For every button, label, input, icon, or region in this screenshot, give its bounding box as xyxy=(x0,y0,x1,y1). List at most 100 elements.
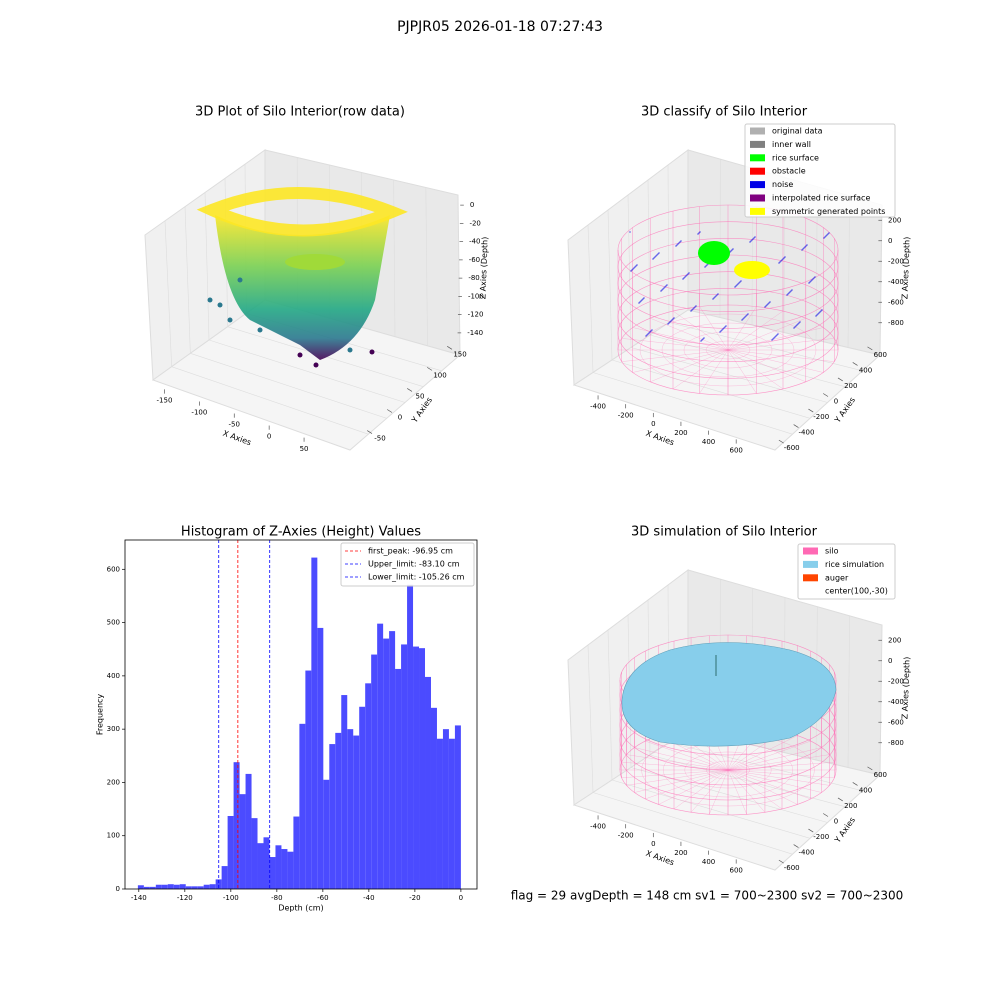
point xyxy=(347,347,353,353)
noise-point xyxy=(634,266,636,268)
bar xyxy=(395,668,402,889)
pane-grid xyxy=(611,779,811,839)
noise-point xyxy=(828,232,830,234)
pane-grid xyxy=(607,629,613,781)
pane-grid xyxy=(184,206,191,354)
x-axis-label: X Axies xyxy=(222,429,253,448)
bar xyxy=(353,735,360,889)
x-tick-label: -150 xyxy=(157,397,173,405)
silo-floor-wire xyxy=(699,349,729,394)
noise-point xyxy=(739,281,741,283)
y-tick-label: -200 xyxy=(813,833,829,841)
legend-label: noise xyxy=(772,180,793,189)
noise-point xyxy=(806,244,808,246)
noise-point xyxy=(645,335,647,337)
legend-swatch xyxy=(750,140,765,148)
y-tick xyxy=(823,813,829,817)
y-tick xyxy=(793,424,799,428)
noise-point xyxy=(743,317,745,319)
x-tick-label: 600 xyxy=(729,867,742,875)
noise-point xyxy=(678,242,680,244)
pane-grid xyxy=(425,187,428,346)
noise-point xyxy=(811,279,813,281)
silo-floor-wire xyxy=(727,769,766,813)
noise-point xyxy=(769,301,771,303)
noise-point xyxy=(787,293,789,295)
noise-point xyxy=(815,315,817,317)
noise-point xyxy=(680,240,682,242)
silo-floor-ring xyxy=(705,340,751,360)
y-tick-label: 100 xyxy=(433,371,446,379)
noise-point xyxy=(731,249,733,251)
x-tick-label: -40 xyxy=(363,894,374,902)
noise-point xyxy=(753,237,755,239)
noise-point xyxy=(713,297,715,299)
noise-point xyxy=(766,304,768,306)
noise-point xyxy=(669,321,671,323)
y-tick-label: -600 xyxy=(784,864,800,872)
y-tick-label: 400 xyxy=(107,672,120,680)
pane-grid xyxy=(208,339,406,403)
noise-point xyxy=(773,337,775,339)
noise-point xyxy=(649,331,651,333)
x-tick-label: 0 xyxy=(459,894,463,902)
suptitle: PJPJR05 2026-01-18 07:27:43 xyxy=(397,19,603,35)
z-tick-label: -140 xyxy=(467,329,483,337)
y-tick xyxy=(852,782,858,786)
silo-ring xyxy=(617,204,839,296)
x-axis-label: X Axies xyxy=(645,429,676,448)
pane-grid xyxy=(630,767,828,823)
noise-point xyxy=(668,322,670,324)
noise-point xyxy=(712,298,714,300)
x-tick-label: -100 xyxy=(191,409,207,417)
silo-floor-ring xyxy=(684,751,772,789)
bar xyxy=(197,886,204,889)
x-tick-label: -80 xyxy=(271,894,282,902)
bar xyxy=(341,695,348,889)
noise-point xyxy=(810,280,812,282)
noise-point xyxy=(774,336,776,338)
x-tick-label: -50 xyxy=(229,421,240,429)
bar xyxy=(365,683,372,889)
bar xyxy=(209,884,216,889)
point xyxy=(227,317,233,323)
noise-point xyxy=(722,328,724,330)
noise-point xyxy=(697,233,699,235)
z-axis-label: Z Axies (Depth) xyxy=(900,657,911,720)
noise-point xyxy=(801,249,803,251)
noise-point xyxy=(652,258,654,260)
noise-point xyxy=(821,309,823,311)
noise-point xyxy=(653,257,655,259)
bar xyxy=(377,623,384,889)
y-tick xyxy=(837,377,843,382)
x-tick-label: 0 xyxy=(651,840,655,848)
point xyxy=(369,349,375,355)
bar xyxy=(263,837,270,889)
silo-floor-wire xyxy=(727,761,835,771)
noise-point xyxy=(672,318,674,320)
noise-point xyxy=(677,243,679,245)
noise-point xyxy=(714,296,716,298)
silo-floor-wire xyxy=(727,769,822,793)
point xyxy=(217,302,223,308)
silo-floor-wire xyxy=(621,769,729,779)
noise-point xyxy=(725,325,727,327)
noise-point xyxy=(781,259,783,261)
noise-point xyxy=(772,338,774,340)
z-tick-label: -400 xyxy=(888,698,904,706)
bar xyxy=(269,857,276,889)
noise-point xyxy=(764,306,766,308)
noise-point xyxy=(791,289,793,291)
y-tick-label: 600 xyxy=(874,351,887,359)
noise-point xyxy=(751,239,753,241)
y-tick-label: -400 xyxy=(799,849,815,857)
symmetric-blob xyxy=(734,261,770,279)
bar xyxy=(239,794,246,889)
noise-point xyxy=(698,232,700,234)
y-tick xyxy=(808,828,814,833)
legend-label: rice simulation xyxy=(825,560,884,569)
point xyxy=(313,362,319,368)
z-tick-label: -60 xyxy=(469,256,480,264)
noise-point xyxy=(749,241,751,243)
point-cloud xyxy=(215,215,390,360)
